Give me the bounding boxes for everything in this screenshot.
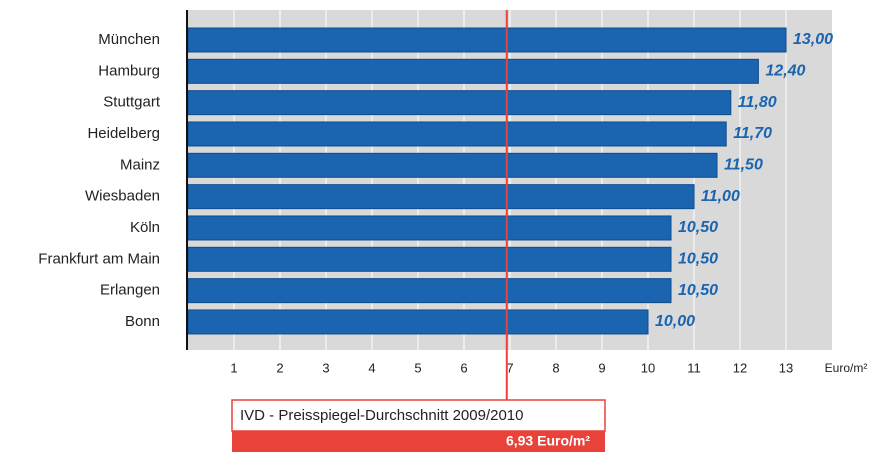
bar	[187, 184, 695, 210]
x-tick-label: 1	[230, 360, 237, 375]
value-label: 11,00	[701, 188, 740, 205]
x-tick-label: 3	[322, 360, 329, 375]
reference-strip	[232, 431, 605, 452]
value-label: 10,50	[678, 251, 718, 268]
bar	[187, 27, 787, 53]
bar	[187, 278, 672, 304]
y-tick-label: Bonn	[125, 313, 160, 330]
reference-box	[231, 399, 606, 432]
x-tick-label: 10	[641, 360, 655, 375]
x-tick-label: 5	[414, 360, 421, 375]
y-tick-label: Mainz	[120, 156, 160, 173]
x-tick-label: 7	[506, 360, 513, 375]
x-tick-label: 11	[687, 360, 701, 375]
bar	[187, 152, 718, 178]
reference-label: 6,93 Euro/m²	[506, 433, 590, 449]
x-tick-label: 9	[598, 360, 605, 375]
value-label: 11,70	[733, 125, 772, 142]
bar	[187, 309, 649, 335]
y-tick-label: Köln	[130, 219, 160, 236]
y-tick-label: Frankfurt am Main	[38, 250, 160, 267]
bar	[187, 246, 672, 272]
x-axis-label: Euro/m²	[825, 361, 868, 375]
x-tick-label: 8	[552, 360, 559, 375]
y-tick-label: Wiesbaden	[85, 188, 160, 205]
y-tick-label: Hamburg	[98, 62, 160, 79]
value-label: 10,50	[678, 219, 718, 236]
x-tick-label: 13	[779, 360, 793, 375]
reference-title: IVD - Preisspiegel-Durchschnitt 2009/201…	[240, 407, 523, 424]
bar	[187, 215, 672, 241]
bar	[187, 58, 759, 84]
value-label: 11,80	[738, 94, 777, 111]
value-label: 10,00	[655, 313, 695, 330]
x-tick-label: 6	[460, 360, 467, 375]
bar	[187, 90, 732, 116]
value-label: 11,50	[724, 157, 763, 174]
x-tick-label: 12	[733, 360, 747, 375]
value-label: 10,50	[678, 282, 718, 299]
y-tick-label: Erlangen	[100, 282, 160, 299]
x-tick-label: 4	[368, 360, 375, 375]
y-tick-label: München	[98, 31, 160, 48]
x-tick-label: 2	[276, 360, 283, 375]
value-label: 13,00	[793, 31, 833, 48]
y-tick-label: Heidelberg	[87, 125, 160, 142]
bar	[187, 121, 727, 147]
value-label: 12,40	[765, 63, 805, 80]
y-tick-label: Stuttgart	[103, 94, 161, 111]
